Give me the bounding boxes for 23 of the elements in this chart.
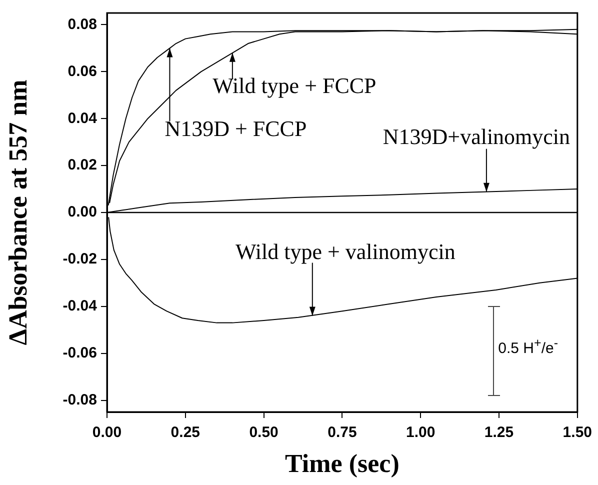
- x-axis-title: Time (sec): [285, 449, 400, 478]
- annotation: N139D+valinomycin: [382, 124, 570, 149]
- y-axis-title: ΔAbsorbance at 557 nm: [3, 79, 32, 346]
- x-tick-label: 1.50: [562, 424, 592, 442]
- x-tick-label: 1.25: [484, 424, 514, 442]
- y-tick-label: 0.06: [68, 62, 97, 80]
- y-tick-label: -0.06: [62, 344, 97, 362]
- y-tick-label: -0.08: [62, 391, 97, 408]
- y-tick-label: 0.02: [68, 156, 97, 174]
- x-tick-label: 0.75: [328, 424, 357, 442]
- y-tick-label: -0.02: [62, 250, 97, 268]
- x-tick-label: 0.00: [92, 424, 122, 442]
- y-tick-label: 0.08: [68, 16, 97, 33]
- annotation: 0.5 H$^{+}$/e$^{-}$: [498, 336, 558, 358]
- annotation: Wild type + FCCP: [212, 72, 376, 98]
- y-tick-label: -0.04: [62, 298, 98, 315]
- annotation: N139D + FCCP: [164, 116, 307, 142]
- x-tick-label: 0.50: [249, 424, 278, 442]
- x-tick-label: 0.25: [170, 424, 200, 442]
- y-tick-label: 0.00: [68, 204, 97, 221]
- x-tick-label: 1.00: [406, 424, 436, 442]
- annotation: Wild type + valinomycin: [235, 238, 456, 264]
- y-tick-label: 0.04: [68, 110, 98, 127]
